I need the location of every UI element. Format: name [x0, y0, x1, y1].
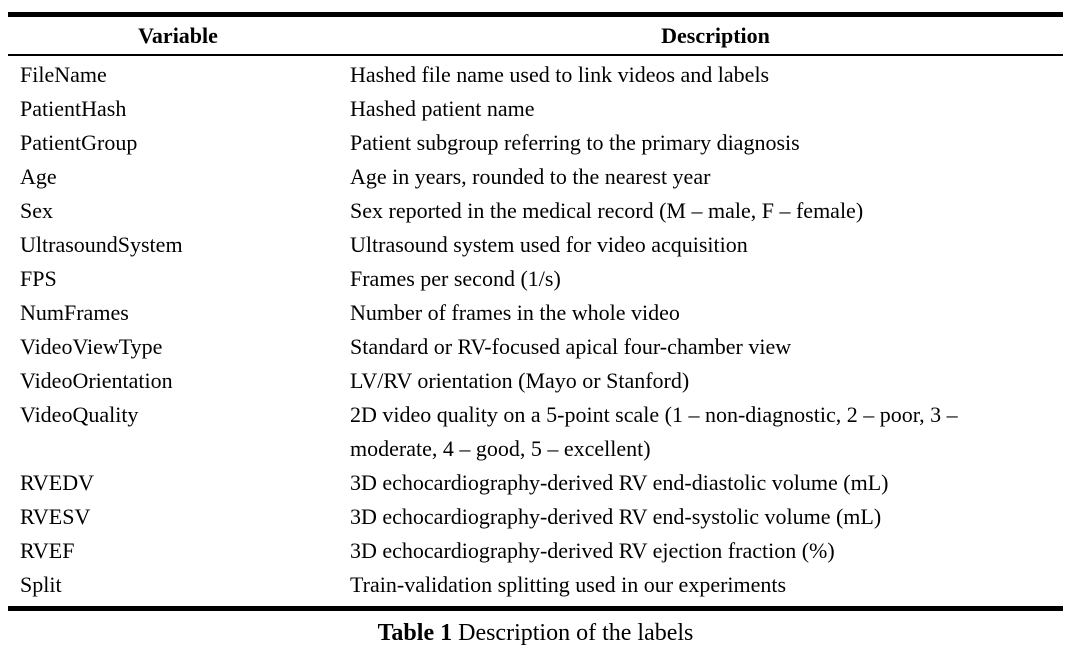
table-row: FPS Frames per second (1/s) [8, 262, 1063, 296]
header-variable: Variable [138, 22, 218, 48]
table-body: FileName Hashed file name used to link vi… [8, 56, 1063, 602]
cell-variable: NumFrames [20, 300, 129, 325]
cell-variable: VideoQuality [20, 402, 139, 427]
cell-variable: Age [20, 164, 57, 189]
cell-description: Ultrasound system used for video acquisi… [350, 232, 748, 257]
table-row: VideoOrientation LV/RV orientation (Mayo … [8, 364, 1063, 398]
caption-label: Table 1 [377, 620, 453, 646]
table-row: FileName Hashed file name used to link vi… [8, 58, 1063, 92]
table-row: UltrasoundSystem Ultrasound system used f… [8, 228, 1063, 262]
table-top-rule [8, 12, 1063, 17]
cell-description: Frames per second (1/s) [350, 266, 561, 291]
cell-variable: PatientHash [20, 96, 127, 121]
cell-variable: Sex [20, 198, 53, 223]
table-caption: Table 1 Description of the labels [0, 620, 1071, 647]
labels-table: Variable Description FileName Hashed file… [8, 12, 1063, 611]
cell-description: 3D echocardiography-derived RV end-diast… [350, 470, 889, 495]
table-row: Sex Sex reported in the medical record (M… [8, 194, 1063, 228]
cell-description: Train-validation splitting used in our e… [350, 572, 787, 597]
cell-description: Number of frames in the whole video [350, 300, 680, 325]
cell-description: 3D echocardiography-derived RV end-systo… [350, 504, 882, 529]
table-row: VideoViewType Standard or RV-focused apic… [8, 330, 1063, 364]
cell-description: 3D echocardiography-derived RV ejection … [350, 538, 835, 563]
table-row: RVESV 3D echocardiography-derived RV end-… [8, 500, 1063, 534]
table-row: Age Age in years, rounded to the nearest … [8, 160, 1063, 194]
cell-variable: VideoOrientation [20, 368, 173, 393]
cell-description: Sex reported in the medical record (M – … [350, 198, 864, 223]
cell-description: 2D video quality on a 5-point scale (1 –… [350, 402, 958, 461]
cell-variable: Split [20, 572, 62, 597]
table-row: RVEDV 3D echocardiography-derived RV end-… [8, 466, 1063, 500]
cell-variable: VideoViewType [20, 334, 163, 359]
cell-variable: RVEF [20, 538, 75, 563]
cell-variable: RVEDV [20, 470, 95, 495]
table-header-rule [8, 54, 1063, 56]
table-row: VideoQuality 2D video quality on a 5-poin… [8, 398, 1063, 466]
table-bottom-rule [8, 606, 1063, 611]
cell-variable: FPS [20, 266, 57, 291]
cell-variable: PatientGroup [20, 130, 138, 155]
table-row: Split Train-validation splitting used in … [8, 568, 1063, 602]
cell-description: Hashed file name used to link videos and… [350, 62, 770, 87]
table-row: PatientHash Hashed patient name [8, 92, 1063, 126]
caption-text: Description of the labels [452, 620, 694, 646]
cell-description: Standard or RV-focused apical four-chamb… [350, 334, 792, 359]
cell-description: LV/RV orientation (Mayo or Stanford) [350, 368, 690, 393]
table-header-row: Variable Description [8, 17, 1063, 54]
cell-variable: FileName [20, 62, 107, 87]
cell-variable: RVESV [20, 504, 91, 529]
table-row: NumFrames Number of frames in the whole v… [8, 296, 1063, 330]
cell-description: Patient subgroup referring to the primar… [350, 130, 800, 155]
table-row: PatientGroup Patient subgroup referring t… [8, 126, 1063, 160]
header-description: Description [661, 22, 770, 48]
cell-description: Hashed patient name [350, 96, 535, 121]
cell-description: Age in years, rounded to the nearest yea… [350, 164, 711, 189]
cell-variable: UltrasoundSystem [20, 232, 183, 257]
table-row: RVEF 3D echocardiography-derived RV eject… [8, 534, 1063, 568]
